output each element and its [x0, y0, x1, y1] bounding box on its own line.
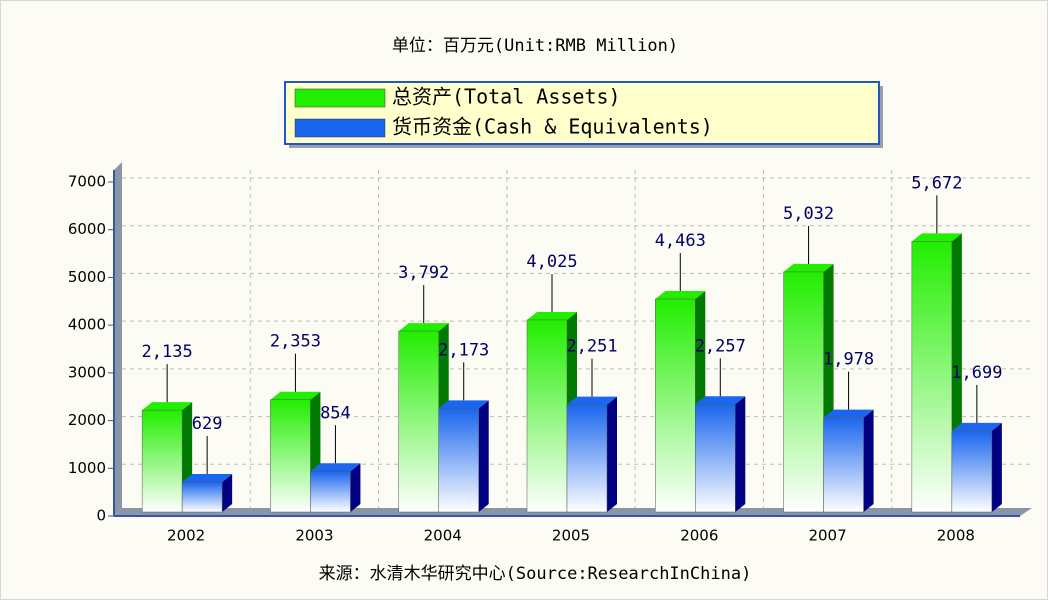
bar-top: [182, 473, 233, 482]
y-tick-label: 4000: [68, 316, 106, 334]
legend-label: 货币资金(Cash & Equivalents): [392, 115, 713, 139]
bar: [911, 241, 953, 513]
y-tick-label: 6000: [68, 220, 106, 238]
x-tick-label: 2006: [680, 527, 718, 545]
bar-side: [222, 473, 233, 512]
x-tick-label: 2002: [167, 527, 205, 545]
left-wall: [114, 162, 122, 516]
bar: [783, 271, 824, 513]
legend-label: 总资产(Total Assets): [392, 85, 621, 109]
x-tick-label: 2007: [808, 527, 846, 545]
bar: [695, 404, 736, 513]
bar-top: [527, 311, 577, 320]
value-label: 1,978: [823, 350, 874, 370]
bar: [310, 471, 351, 513]
x-tick-label: 2008: [937, 527, 975, 545]
bar: [655, 298, 696, 513]
x-tick-label: 2003: [295, 527, 333, 545]
value-label: 854: [320, 403, 351, 423]
bar: [141, 409, 183, 513]
value-label: 4,463: [655, 231, 706, 251]
value-label: 2,135: [142, 342, 193, 362]
bar: [438, 408, 479, 513]
y-tick-label: 2000: [68, 411, 106, 429]
bar-top: [695, 396, 746, 405]
x-tick-label: 2005: [552, 527, 590, 545]
bar-top: [398, 323, 449, 332]
x-tick-label: 2004: [424, 527, 462, 545]
bar: [951, 430, 993, 513]
value-label: 2,353: [270, 332, 321, 352]
bar-top: [783, 263, 834, 272]
bar-top: [951, 422, 1002, 431]
bar-top: [823, 409, 874, 418]
value-label: 2,173: [438, 340, 489, 360]
legend-swatch: [294, 118, 386, 138]
bar-top: [567, 396, 617, 405]
value-label: 4,025: [526, 252, 577, 272]
value-label: 2,257: [695, 336, 746, 356]
bar-top: [270, 391, 321, 400]
bar-side: [607, 396, 617, 512]
bar-top: [142, 402, 193, 411]
value-label: 5,032: [783, 204, 834, 224]
bar: [566, 404, 608, 513]
legend-swatch: [294, 88, 386, 108]
y-tick-label: 3000: [68, 363, 106, 381]
bar-side: [350, 463, 361, 512]
bar-top: [911, 233, 962, 242]
bar: [181, 481, 223, 513]
bar: [270, 399, 311, 513]
y-tick-label: 7000: [68, 173, 106, 191]
bar-side: [863, 409, 874, 512]
chart-title: 单位：百万元(Unit:RMB Million): [392, 36, 678, 56]
y-tick-label: 5000: [68, 268, 106, 286]
source-note: 来源：水清木华研究中心(Source:ResearchInChina): [319, 564, 752, 584]
bar: [823, 417, 864, 513]
value-label: 3,792: [398, 263, 449, 283]
bar-top: [655, 291, 706, 300]
value-label: 629: [192, 414, 223, 434]
value-label: 1,699: [951, 363, 1002, 383]
bar-top: [310, 463, 361, 472]
y-tick-label: 0: [96, 507, 106, 525]
bar-top: [438, 400, 489, 409]
y-tick-label: 1000: [68, 459, 106, 477]
bar: [526, 319, 568, 513]
value-label: 5,672: [911, 173, 962, 193]
bar-side: [478, 400, 489, 512]
bar: [398, 330, 439, 513]
bar-side: [991, 422, 1002, 512]
value-label: 2,251: [566, 337, 617, 357]
bar-side: [735, 396, 746, 512]
